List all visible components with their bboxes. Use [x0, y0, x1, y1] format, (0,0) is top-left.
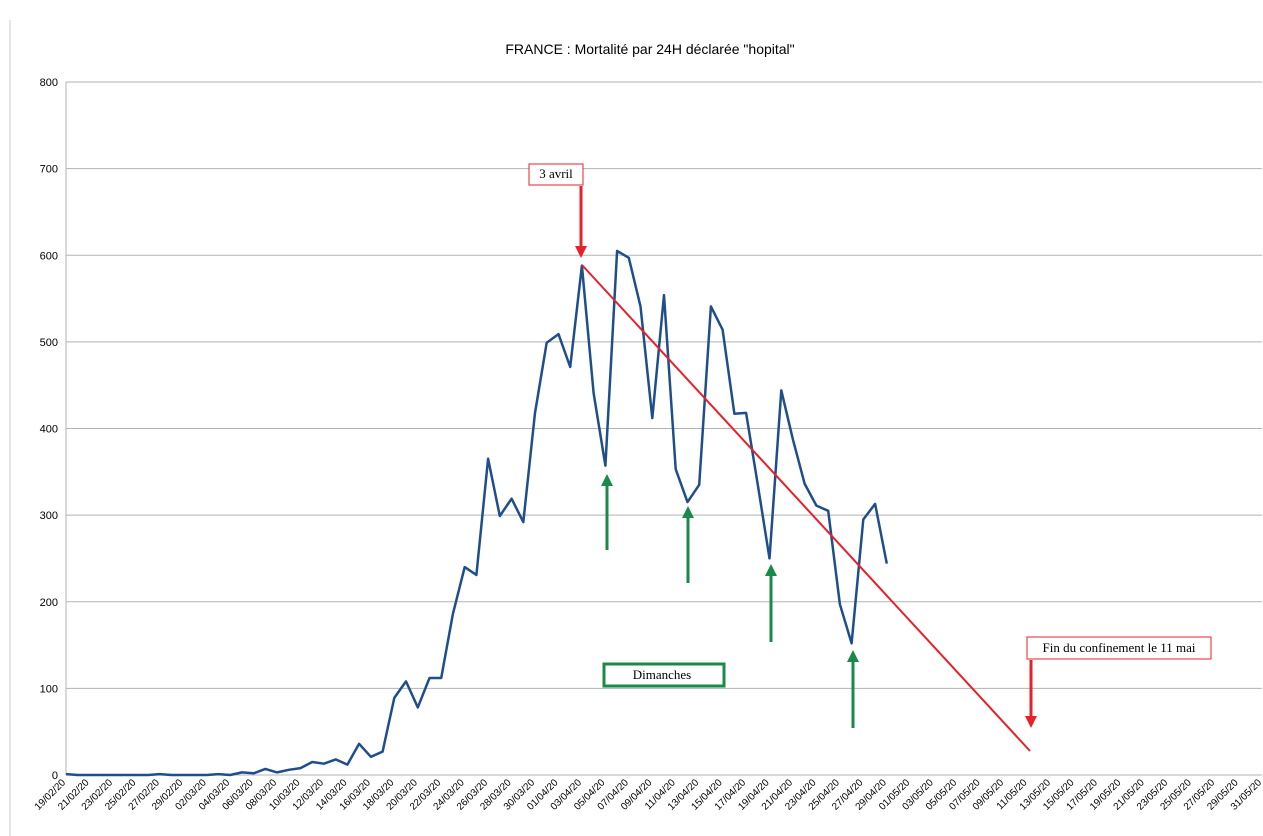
y-tick-label: 500: [40, 337, 58, 349]
y-tick-label: 0: [52, 770, 58, 782]
data-line: [65, 249, 889, 777]
y-tick-label: 400: [40, 424, 58, 436]
y-tick-label: 700: [40, 164, 58, 176]
y-tick-label: 600: [40, 250, 58, 262]
chart-title: FRANCE : Mortalité par 24H déclarée "hop…: [505, 41, 794, 57]
trend-line: [581, 264, 1031, 752]
annotation-box: [602, 662, 726, 688]
y-tick-label: 300: [40, 510, 58, 522]
y-tick-label: 100: [40, 683, 58, 695]
y-tick-label: 200: [40, 597, 58, 609]
annotation-box: [1026, 636, 1212, 660]
annotation: Dimanches: [633, 667, 691, 682]
y-tick-label: 800: [40, 77, 58, 89]
annotation-box: [528, 163, 584, 186]
annotation: 3 avril: [539, 166, 573, 181]
annotation: Fin du confinement le 11 mai: [1043, 640, 1196, 655]
